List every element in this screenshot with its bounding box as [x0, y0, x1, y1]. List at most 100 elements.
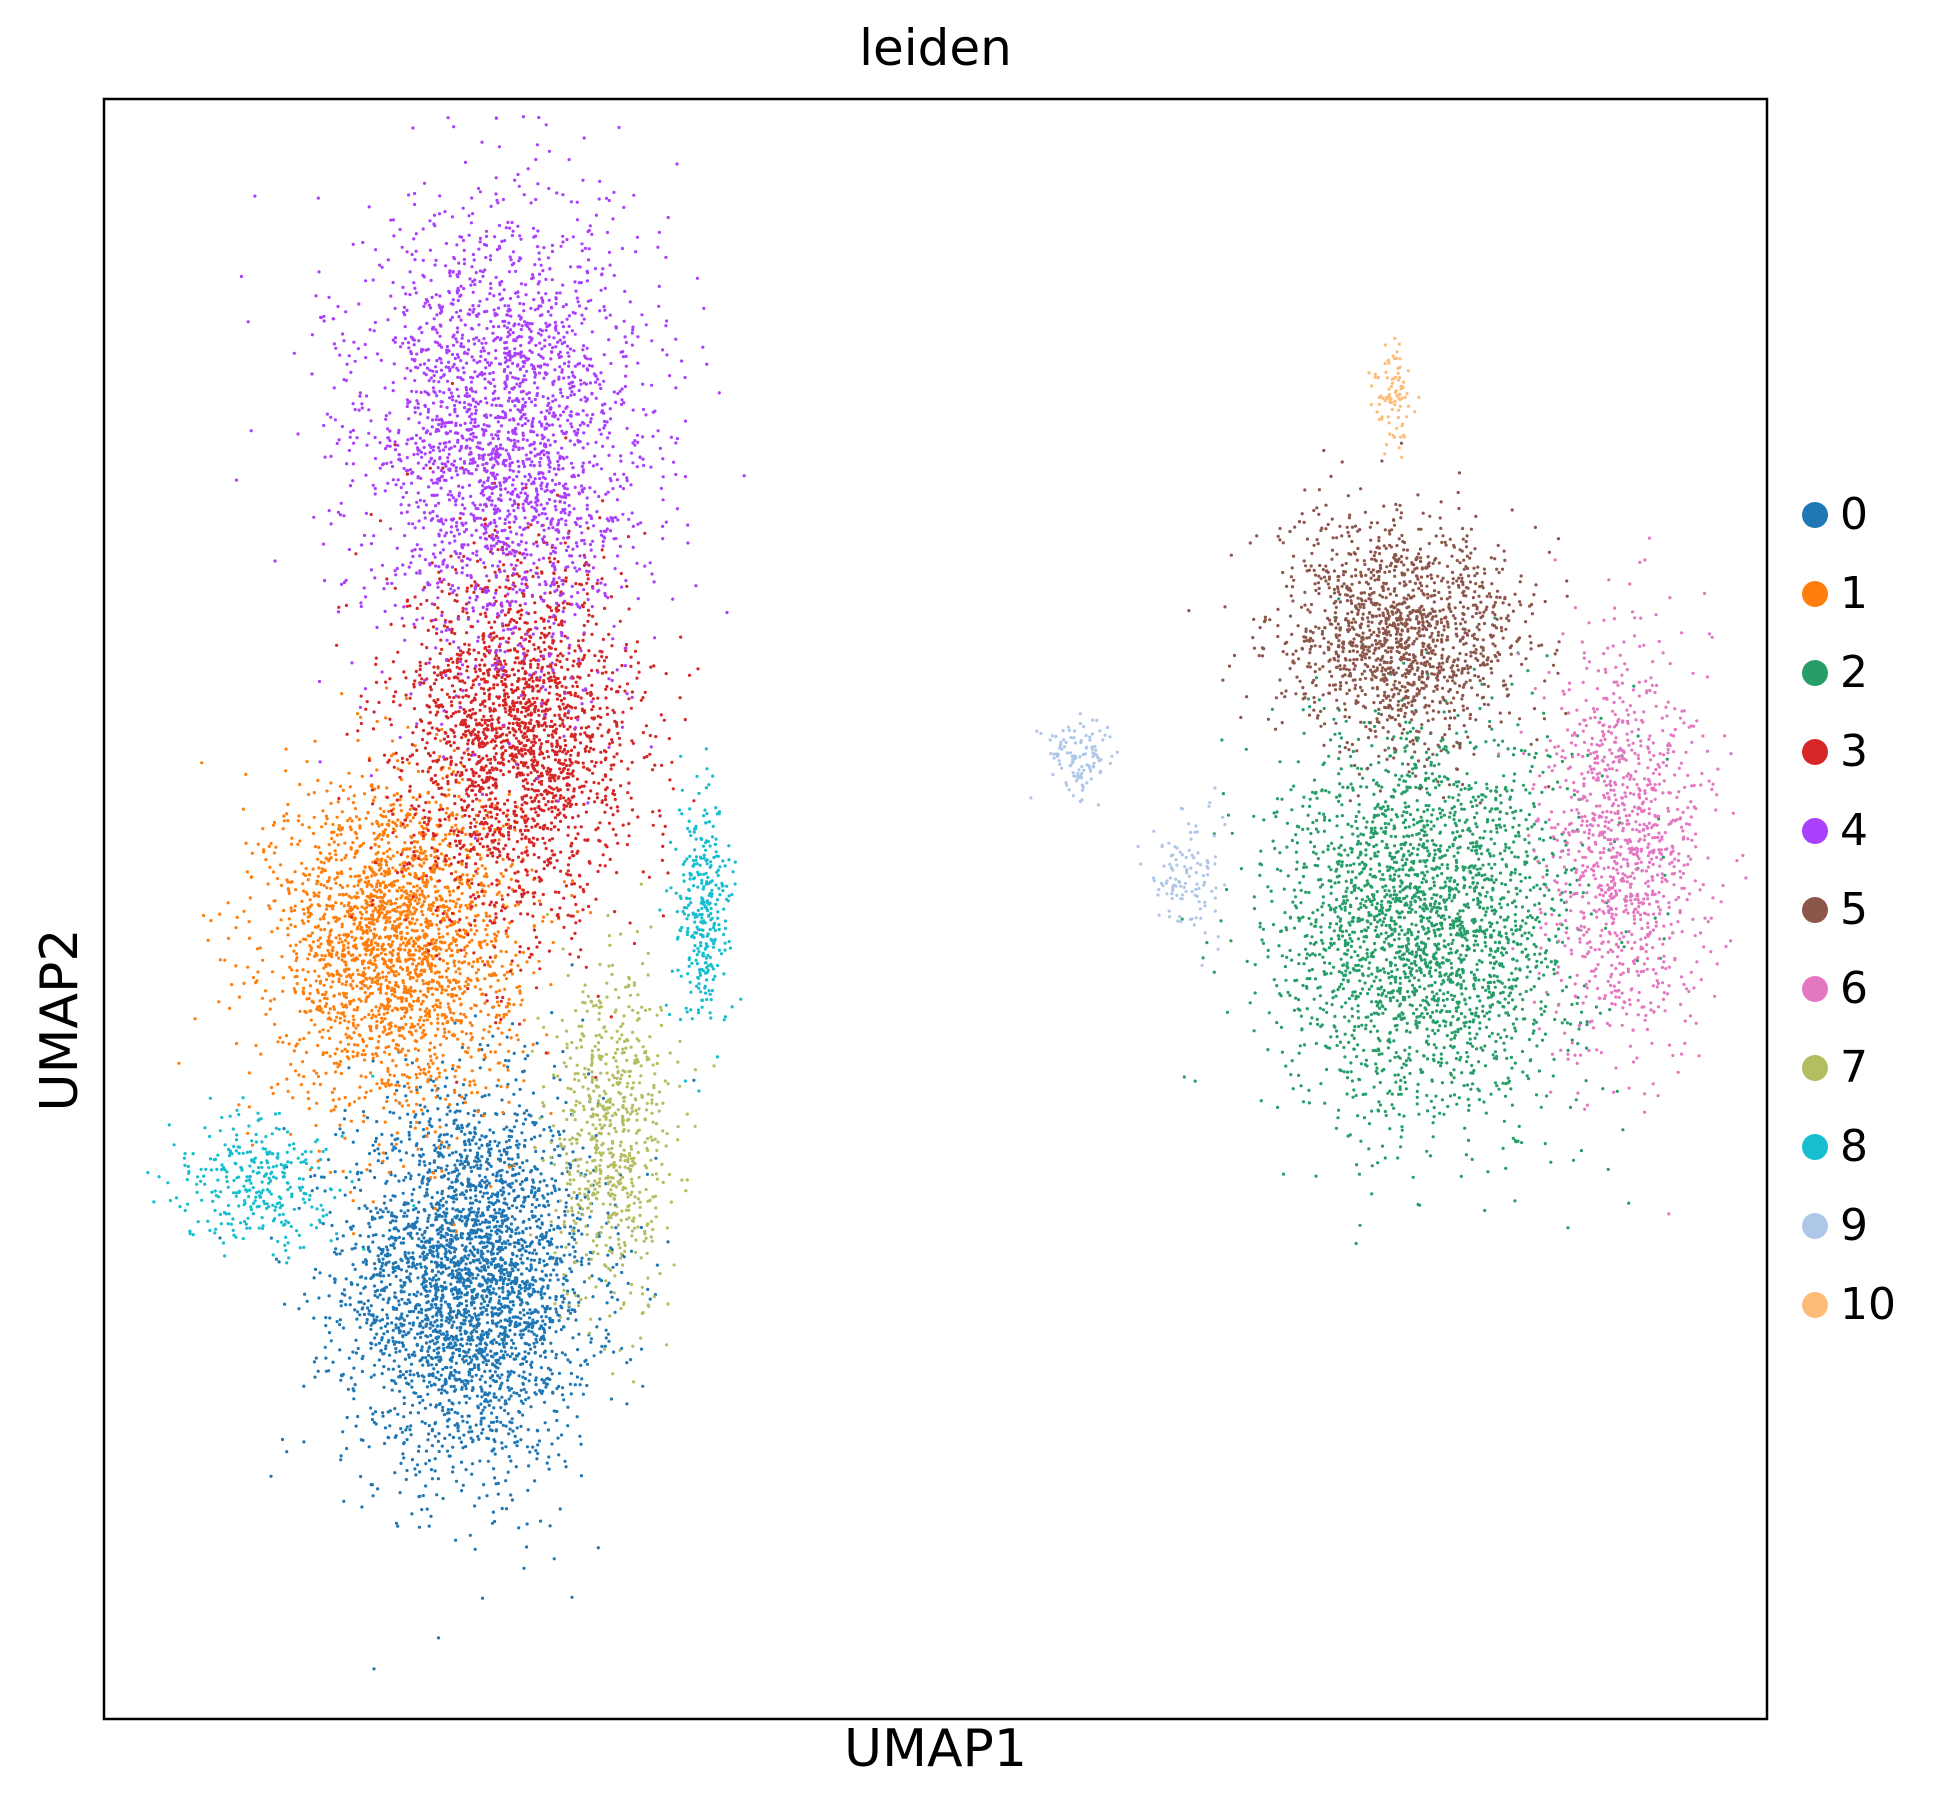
point [526, 1054, 530, 1058]
point [393, 1435, 397, 1439]
point [500, 1271, 504, 1275]
point [445, 1330, 449, 1334]
point [412, 1309, 416, 1314]
scatter-points [146, 115, 1748, 1671]
point [470, 1303, 474, 1307]
point [464, 1444, 468, 1449]
point [409, 1090, 413, 1094]
point [269, 1474, 273, 1478]
point [446, 1194, 450, 1198]
point [359, 1474, 363, 1479]
point [289, 842, 294, 846]
point [427, 1524, 431, 1528]
point [455, 1326, 459, 1330]
point [512, 1188, 516, 1192]
point [439, 1166, 443, 1170]
point [496, 1374, 500, 1378]
point [459, 1159, 463, 1163]
point [469, 1031, 473, 1036]
point [584, 1358, 588, 1362]
point [474, 1194, 478, 1198]
point [315, 882, 319, 886]
point [348, 867, 352, 871]
point [289, 906, 293, 910]
point [430, 1088, 434, 1092]
point [477, 1363, 481, 1367]
point [471, 1386, 475, 1390]
point [362, 984, 366, 988]
point [354, 1424, 358, 1428]
point [462, 1349, 466, 1353]
point [385, 786, 389, 790]
point [568, 1311, 573, 1315]
point [456, 1291, 460, 1296]
point [523, 1138, 527, 1142]
point [348, 785, 352, 789]
point [431, 1299, 435, 1303]
point [463, 1329, 467, 1333]
point [405, 855, 410, 859]
point [344, 1277, 348, 1281]
point [457, 794, 461, 799]
point [521, 1381, 525, 1385]
point [410, 1512, 414, 1516]
point [440, 1140, 444, 1144]
point [375, 1315, 379, 1319]
point [408, 957, 412, 961]
point [510, 1285, 514, 1289]
point [484, 1346, 488, 1350]
point [332, 994, 336, 998]
point [454, 823, 458, 827]
point [508, 1182, 512, 1186]
point [416, 1395, 420, 1399]
point [443, 1212, 447, 1216]
point [462, 1433, 466, 1437]
point [405, 1381, 409, 1385]
point [523, 1117, 528, 1121]
point [316, 857, 320, 861]
point [479, 1254, 483, 1258]
point [400, 867, 404, 871]
point [436, 1355, 440, 1359]
point [497, 1342, 502, 1346]
point [423, 1317, 427, 1321]
point [445, 806, 449, 811]
point [446, 1146, 450, 1150]
point [472, 1260, 476, 1264]
point [525, 1522, 529, 1526]
point [381, 1151, 385, 1155]
point [451, 1064, 455, 1068]
point [407, 1277, 411, 1281]
point [566, 1358, 570, 1362]
point [478, 1261, 482, 1265]
point [474, 1199, 478, 1203]
point [350, 958, 354, 962]
point [483, 1180, 487, 1184]
point [344, 1303, 348, 1307]
point [424, 1266, 428, 1270]
point [461, 1258, 465, 1262]
point [423, 1163, 427, 1167]
point [420, 1233, 424, 1237]
point [328, 1210, 332, 1214]
point [268, 1007, 272, 1011]
point [521, 1220, 525, 1224]
point [408, 1411, 413, 1415]
point [514, 953, 518, 957]
point [315, 1071, 319, 1075]
point [492, 1406, 496, 1410]
point [384, 1045, 388, 1050]
point [328, 1054, 332, 1058]
point [442, 1346, 446, 1350]
point [569, 1371, 574, 1376]
point [496, 1252, 500, 1256]
point [334, 858, 338, 862]
point [580, 1256, 584, 1260]
point [342, 1288, 346, 1292]
point [521, 1187, 525, 1191]
point [451, 1351, 455, 1356]
point [448, 1433, 452, 1437]
point [439, 1271, 443, 1276]
point [430, 1195, 434, 1200]
point [446, 1425, 450, 1429]
